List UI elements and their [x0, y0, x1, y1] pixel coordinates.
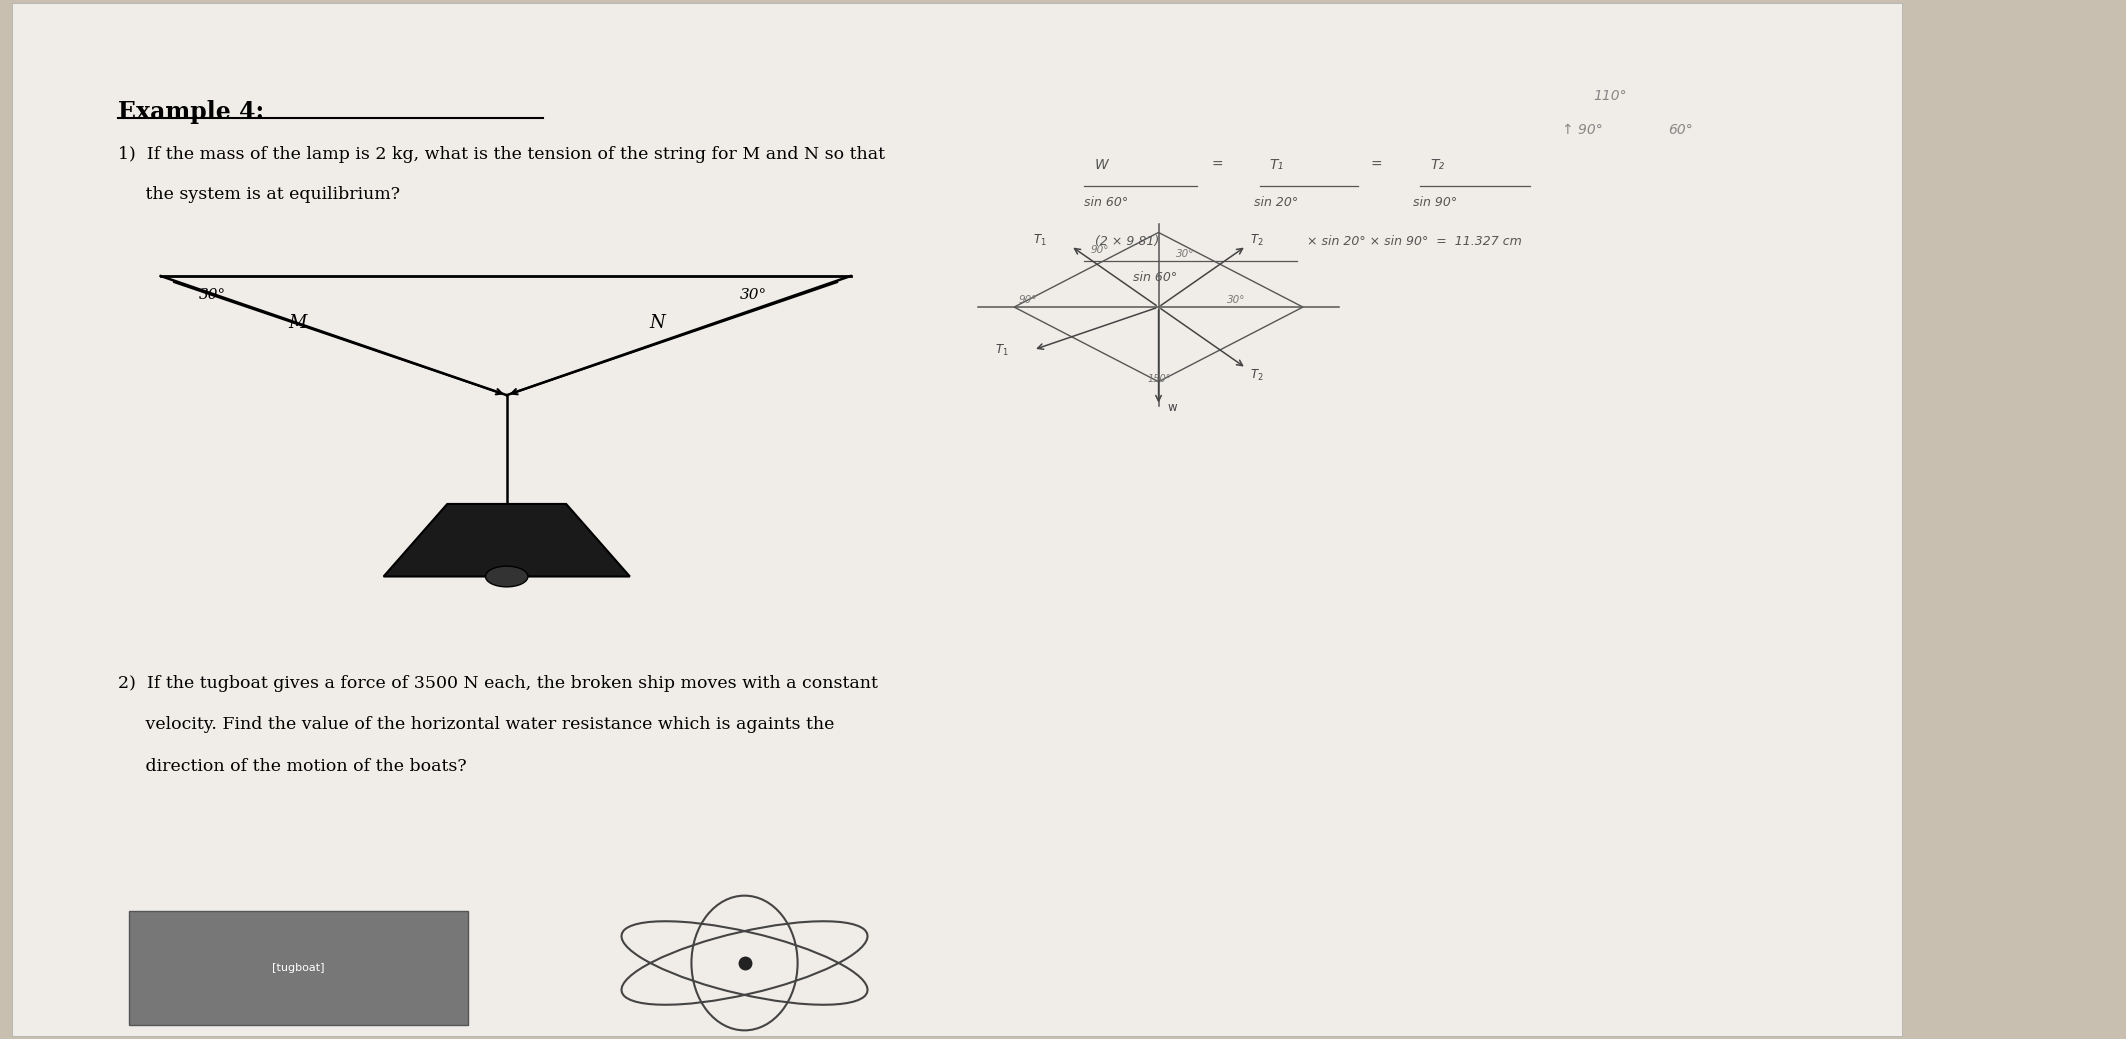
Text: w: w — [1167, 401, 1176, 414]
Text: 30°: 30° — [1227, 295, 1246, 304]
Text: velocity. Find the value of the horizontal water resistance which is againts the: velocity. Find the value of the horizont… — [119, 716, 836, 734]
Text: [tugboat]: [tugboat] — [272, 963, 325, 974]
Text: =: = — [1212, 158, 1222, 172]
Text: 30°: 30° — [200, 288, 225, 301]
Text: 60°: 60° — [1669, 123, 1692, 137]
Text: direction of the motion of the boats?: direction of the motion of the boats? — [119, 757, 468, 775]
Polygon shape — [383, 504, 629, 577]
Text: Example 4:: Example 4: — [119, 100, 264, 124]
Text: T₂: T₂ — [1431, 158, 1444, 172]
Text: T₁: T₁ — [1269, 158, 1284, 172]
Text: M: M — [287, 314, 306, 331]
Text: 2)  If the tugboat gives a force of 3500 N each, the broken ship moves with a co: 2) If the tugboat gives a force of 3500 … — [119, 675, 878, 692]
Text: 1)  If the mass of the lamp is 2 kg, what is the tension of the string for M and: 1) If the mass of the lamp is 2 kg, what… — [119, 146, 884, 163]
Text: W: W — [1095, 158, 1108, 172]
Text: $T_1$: $T_1$ — [1033, 233, 1046, 248]
Text: $T_2$: $T_2$ — [1250, 368, 1265, 382]
FancyBboxPatch shape — [13, 3, 1901, 1036]
Text: the system is at equilibrium?: the system is at equilibrium? — [119, 186, 400, 203]
Text: 30°: 30° — [740, 288, 767, 301]
Text: sin 20°: sin 20° — [1254, 195, 1299, 209]
Text: (2 × 9.81): (2 × 9.81) — [1095, 235, 1159, 248]
Text: $T_2$: $T_2$ — [1250, 233, 1265, 248]
Text: sin 60°: sin 60° — [1084, 195, 1129, 209]
Text: 90°: 90° — [1018, 295, 1037, 304]
FancyBboxPatch shape — [130, 911, 468, 1025]
Text: sin 60°: sin 60° — [1133, 271, 1178, 285]
Text: ↑ 90°: ↑ 90° — [1563, 123, 1603, 137]
Text: × sin 20° × sin 90°  =  11.327 cm: × sin 20° × sin 90° = 11.327 cm — [1307, 235, 1522, 248]
Text: 30°: 30° — [1176, 249, 1195, 260]
Text: sin 90°: sin 90° — [1414, 195, 1458, 209]
Text: $T_1$: $T_1$ — [995, 343, 1008, 358]
Text: 150°: 150° — [1148, 374, 1171, 383]
Text: N: N — [648, 314, 665, 331]
Text: 110°: 110° — [1594, 88, 1626, 103]
Circle shape — [485, 566, 527, 587]
Text: 90°: 90° — [1091, 245, 1110, 256]
Text: =: = — [1371, 158, 1382, 172]
